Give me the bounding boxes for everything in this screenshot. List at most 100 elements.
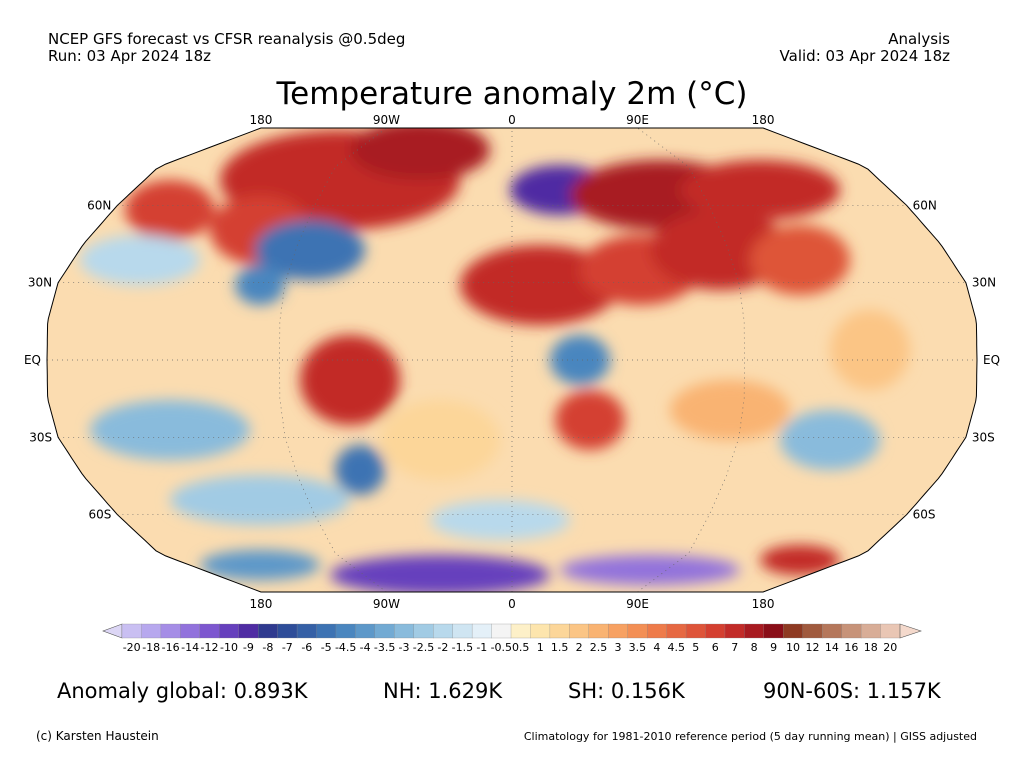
- colorbar-swatch: [549, 623, 570, 639]
- analysis-label: Analysis: [888, 30, 950, 48]
- colorbar-swatch: [822, 623, 843, 639]
- colorbar-tick-label: 8: [751, 641, 758, 654]
- colorbar-swatch: [880, 623, 901, 639]
- colorbar-swatch: [510, 623, 531, 639]
- longitude-label: 0: [508, 597, 516, 611]
- latitude-label: 30S: [972, 430, 995, 444]
- colorbar-swatch: [121, 623, 142, 639]
- longitude-label: 90E: [626, 597, 649, 611]
- colorbar-swatch: [219, 623, 240, 639]
- run-time: Run: 03 Apr 2024 18z: [48, 47, 212, 65]
- colorbar-tick-label: -20: [123, 641, 141, 654]
- longitude-label: 90W: [373, 597, 400, 611]
- colorbar-swatch: [685, 623, 706, 639]
- colorbar-swatch: [471, 623, 493, 639]
- colorbar-tick-label: 4: [653, 641, 660, 654]
- colorbar-tick-label: 1.5: [551, 641, 569, 654]
- colorbar-swatch: [413, 623, 434, 639]
- colorbar-tick-label: 4.5: [668, 641, 686, 654]
- colorbar-swatch: [394, 623, 415, 639]
- colorbar-tick-label: 2.5: [590, 641, 608, 654]
- colorbar-tick-label: -4.5: [335, 641, 356, 654]
- longitude-label: 180: [752, 597, 775, 611]
- colorbar-over-arrow: [899, 623, 922, 639]
- colorbar-swatch: [238, 623, 259, 639]
- latitude-labels-right: 60N 30N EQ 30S 60S: [913, 198, 1000, 521]
- map-border: [46, 127, 978, 593]
- colorbar-swatch: [335, 623, 356, 639]
- colorbar-swatch: [802, 623, 823, 639]
- global-anomaly: Anomaly global: 0.893K: [57, 679, 308, 703]
- colorbar-tick-label: -12: [201, 641, 219, 654]
- colorbar-tick-label: 3.5: [629, 641, 647, 654]
- latitude-label: 60N: [913, 198, 937, 212]
- colorbar-swatch: [452, 623, 473, 639]
- latitude-labels-left: 60N 30N EQ 30S 60S: [24, 198, 111, 521]
- colorbar-swatch: [647, 623, 668, 639]
- header-right: Analysis Valid: 03 Apr 2024 18z: [780, 31, 950, 65]
- latitude-label: 30S: [29, 430, 52, 444]
- climatology-note: Climatology for 1981-2010 reference peri…: [523, 730, 977, 743]
- colorbar-tick-label: -2: [437, 641, 448, 654]
- colorbar-tick-label: 0.5: [512, 641, 530, 654]
- colorbar-tick-label: -1: [476, 641, 487, 654]
- colorbar-swatch: [491, 623, 512, 639]
- colorbar-tick-label: 20: [883, 641, 897, 654]
- header-left: NCEP GFS forecast vs CFSR reanalysis @0.…: [48, 31, 405, 65]
- colorbar-tick-label: -3.5: [374, 641, 395, 654]
- colorbar-tick-label: 3: [615, 641, 622, 654]
- arctic-anomaly: 90N-60S: 1.157K: [763, 679, 941, 703]
- colorbar-tick-label: -18: [142, 641, 160, 654]
- colorbar: -20 -18 -16 -14 -12 -10 -9 -8 -7 -6 -5 -4.5 -4 -3.5 -3…: [102, 623, 922, 654]
- latitude-label: 30N: [972, 276, 996, 290]
- colorbar-tick-label: -5: [321, 641, 332, 654]
- colorbar-swatch: [180, 623, 201, 639]
- credit: (c) Karsten Haustein: [36, 729, 159, 743]
- longitude-labels-top: 180 90W 0 90E 180: [249, 113, 774, 127]
- colorbar-tick-label: -10: [220, 641, 238, 654]
- colorbar-tick-label: -14: [181, 641, 199, 654]
- colorbar-swatch: [433, 623, 454, 639]
- longitude-label: 90W: [373, 113, 400, 127]
- longitude-label: 0: [508, 113, 516, 127]
- colorbar-swatch: [763, 623, 784, 639]
- colorbar-swatch: [608, 623, 629, 639]
- map-title: Temperature anomaly 2m (°C): [276, 76, 748, 112]
- colorbar-tick-label: 1: [537, 641, 544, 654]
- model-description: NCEP GFS forecast vs CFSR reanalysis @0.…: [48, 30, 406, 48]
- colorbar-swatch: [296, 623, 317, 639]
- colorbar-tick-label: -4: [360, 641, 371, 654]
- colorbar-tick-label: 18: [864, 641, 878, 654]
- colorbar-swatch: [199, 623, 220, 639]
- longitude-label: 180: [249, 597, 272, 611]
- colorbar-swatch: [744, 623, 765, 639]
- colorbar-tick-label: 2: [576, 641, 583, 654]
- colorbar-tick-label: 5: [692, 641, 699, 654]
- latitude-label: 60S: [913, 508, 936, 522]
- latitude-label: EQ: [983, 353, 1000, 367]
- colorbar-swatch: [783, 623, 804, 639]
- latitude-label: 60N: [87, 198, 111, 212]
- colorbar-swatch: [257, 623, 279, 639]
- colorbar-swatch: [530, 623, 551, 639]
- colorbar-tick-label: 6: [712, 641, 719, 654]
- colorbar-tick-label: 16: [844, 641, 858, 654]
- colorbar-tick-label: 12: [806, 641, 820, 654]
- longitude-labels-bottom: 180 90W 0 90E 180: [249, 597, 774, 611]
- colorbar-swatch: [724, 623, 745, 639]
- colorbar-tick-label: -16: [162, 641, 180, 654]
- colorbar-swatch: [705, 623, 726, 639]
- longitude-label: 180: [249, 113, 272, 127]
- longitude-label: 180: [752, 113, 775, 127]
- colorbar-swatch: [141, 623, 162, 639]
- colorbar-tick-label: -2.5: [413, 641, 434, 654]
- colorbar-swatch: [160, 623, 181, 639]
- colorbar-tick-label: -9: [243, 641, 254, 654]
- colorbar-tick-label: -7: [282, 641, 293, 654]
- colorbar-swatch: [627, 623, 648, 639]
- colorbar-tick-label: 9: [770, 641, 777, 654]
- latitude-label: 60S: [89, 508, 112, 522]
- latitude-label: 30N: [28, 276, 52, 290]
- graticule: [47, 127, 977, 593]
